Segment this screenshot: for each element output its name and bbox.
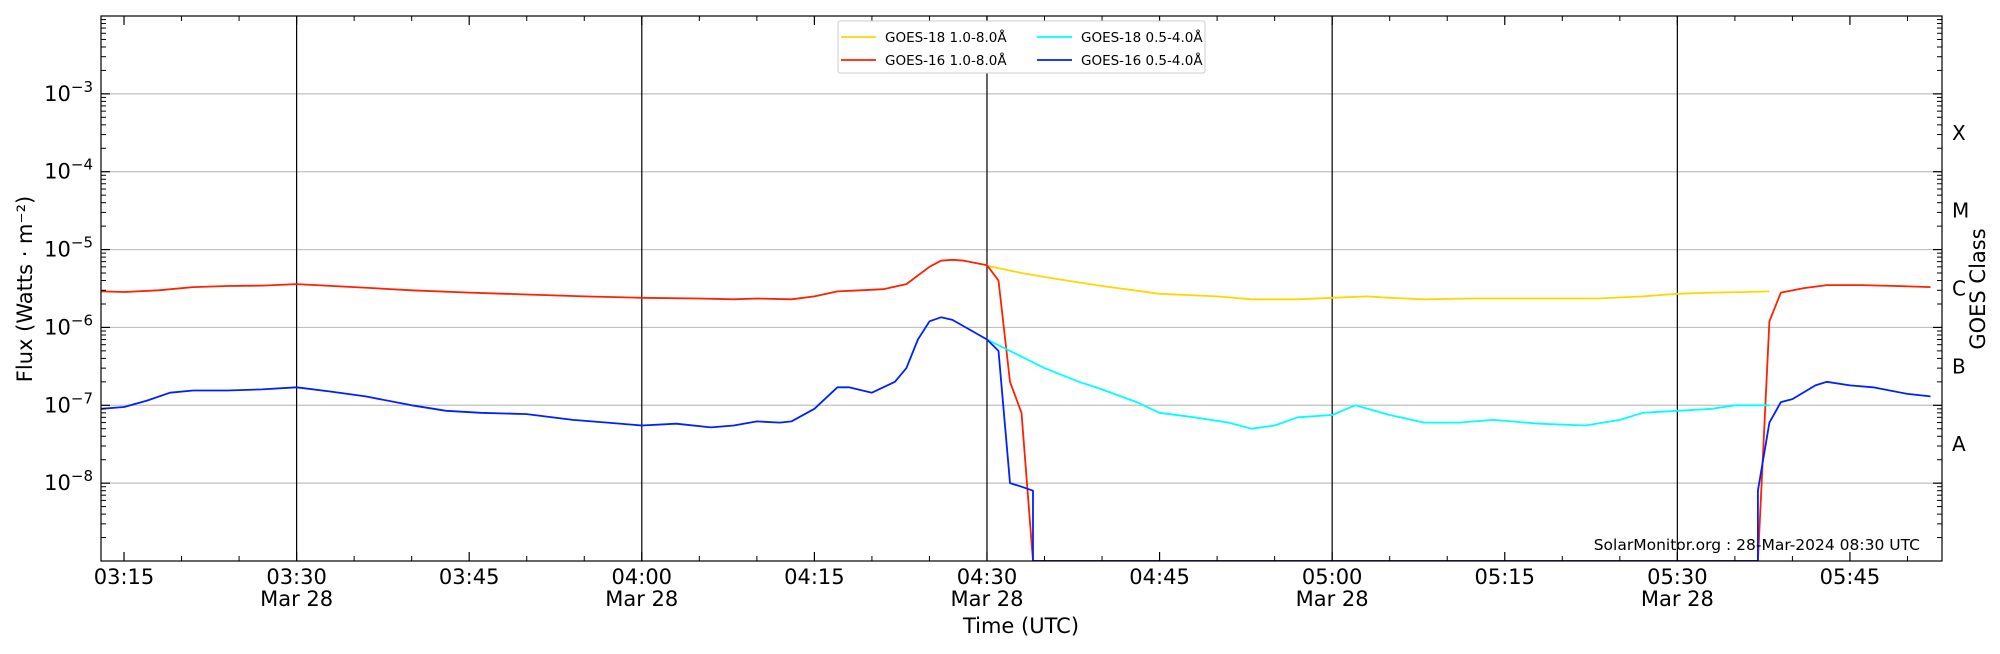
series-line xyxy=(101,258,1931,561)
goes-class-label: A xyxy=(1952,432,1966,456)
goes-class-label: M xyxy=(1952,199,1969,223)
right-axis-label: GOES Class xyxy=(1966,228,1990,349)
goes-class-label: X xyxy=(1952,121,1966,145)
x-tick-label: 05:15 xyxy=(1474,565,1535,589)
y-tick-label: 10−3 xyxy=(44,78,93,106)
x-tick-label: 05:45 xyxy=(1820,565,1881,589)
legend-label: GOES-18 1.0-8.0Å xyxy=(885,29,1007,46)
goes-class-label: C xyxy=(1952,277,1966,301)
series-line xyxy=(986,264,1770,301)
y-tick-label: 10−7 xyxy=(44,389,93,417)
x-tick-sublabel: Mar 28 xyxy=(1641,587,1714,611)
x-tick-label: 05:30 xyxy=(1647,565,1708,589)
y-tick-label: 10−4 xyxy=(44,156,93,184)
x-axis-label: Time (UTC) xyxy=(962,614,1079,638)
legend: GOES-18 1.0-8.0Å GOES-18 0.5-4.0Å GOES-16 … xyxy=(837,20,1206,74)
x-tick-label: 04:00 xyxy=(612,565,673,589)
legend-label: GOES-18 0.5-4.0Å xyxy=(1081,29,1203,46)
x-tick-label: 04:45 xyxy=(1129,565,1190,589)
x-tick-sublabel: Mar 28 xyxy=(605,587,678,611)
credit-annotation: SolarMonitor.org : 28-Mar-2024 08:30 UTC xyxy=(1594,536,1920,554)
x-tick-sublabel: Mar 28 xyxy=(260,587,333,611)
y-tick-label: 10−5 xyxy=(44,234,93,262)
y-tick-label: 10−6 xyxy=(44,311,93,339)
series-layer xyxy=(101,258,1931,561)
x-tick-label: 04:30 xyxy=(957,565,1018,589)
x-tick-sublabel: Mar 28 xyxy=(950,587,1023,611)
legend-label: GOES-16 0.5-4.0Å xyxy=(1081,52,1203,69)
x-tick-label: 04:15 xyxy=(784,565,845,589)
y-tick-label: 10−8 xyxy=(44,467,93,495)
x-tick-label: 03:45 xyxy=(439,565,500,589)
goes-class-label: B xyxy=(1952,354,1966,378)
plot-frame xyxy=(100,15,1943,562)
y-axis-label: Flux (Watts · m⁻²) xyxy=(13,196,37,382)
x-tick-label: 03:30 xyxy=(266,565,327,589)
x-tick-sublabel: Mar 28 xyxy=(1296,587,1369,611)
series-line xyxy=(986,338,1770,430)
x-tick-label: 05:00 xyxy=(1302,565,1363,589)
series-line xyxy=(101,316,1931,561)
legend-box xyxy=(837,20,1206,74)
x-tick-label: 03:15 xyxy=(94,565,155,589)
legend-label: GOES-16 1.0-8.0Å xyxy=(885,52,1007,69)
